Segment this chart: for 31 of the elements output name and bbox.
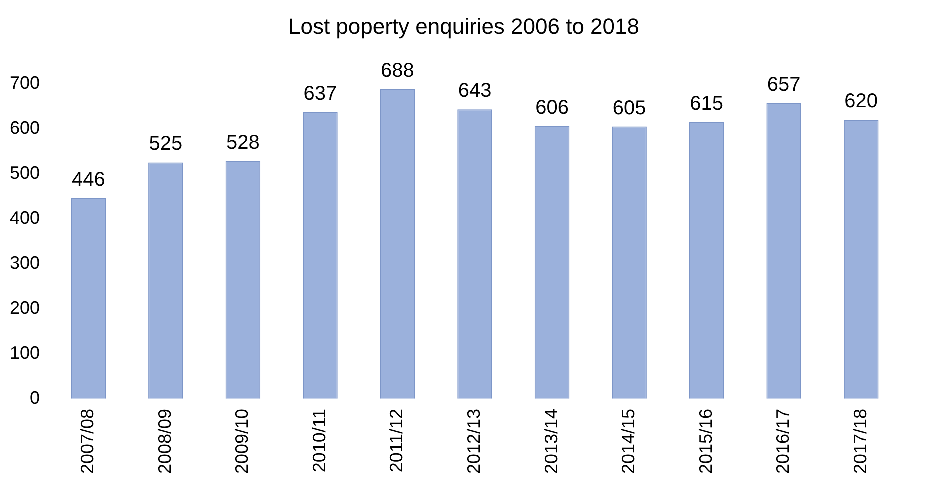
chart-title: Lost poperty enquiries 2006 to 2018 <box>287 14 641 41</box>
data-label: 637 <box>304 82 338 105</box>
data-label: 643 <box>458 80 492 102</box>
x-tick-label: 2009/10 <box>232 408 252 474</box>
y-tick-label: 700 <box>10 72 40 93</box>
x-tick-label: 2016/17 <box>773 408 794 474</box>
data-label: 688 <box>381 60 414 82</box>
x-tick-label: 2007/08 <box>78 408 98 474</box>
y-tick-label: 400 <box>10 208 40 228</box>
x-tick-label: 2017/18 <box>850 408 870 474</box>
x-tick-label: 2012/13 <box>464 408 484 474</box>
x-tick-label: 2011/12 <box>386 408 407 473</box>
y-tick-label: 200 <box>10 298 40 318</box>
y-tick-label: 500 <box>10 162 40 183</box>
data-label: 528 <box>226 132 260 154</box>
y-tick-label: 300 <box>10 252 40 273</box>
x-tick-label: 2014/15 <box>618 408 639 474</box>
y-tick-label: 600 <box>10 118 40 138</box>
data-label: 446 <box>72 168 106 191</box>
data-label: 620 <box>844 90 878 113</box>
y-tick-label: 100 <box>10 342 40 363</box>
data-label: 605 <box>612 97 646 120</box>
y-tick-label: 0 <box>30 388 40 408</box>
data-label: 615 <box>690 92 724 115</box>
x-tick-label: 2008/09 <box>154 408 175 474</box>
data-label: 657 <box>767 74 801 96</box>
x-tick-label: 2010/11 <box>309 408 330 473</box>
data-label: 525 <box>149 133 183 156</box>
data-label: 606 <box>536 96 569 119</box>
x-tick-label: 2015/16 <box>696 408 716 474</box>
x-tick-label: 2013/14 <box>541 408 562 474</box>
